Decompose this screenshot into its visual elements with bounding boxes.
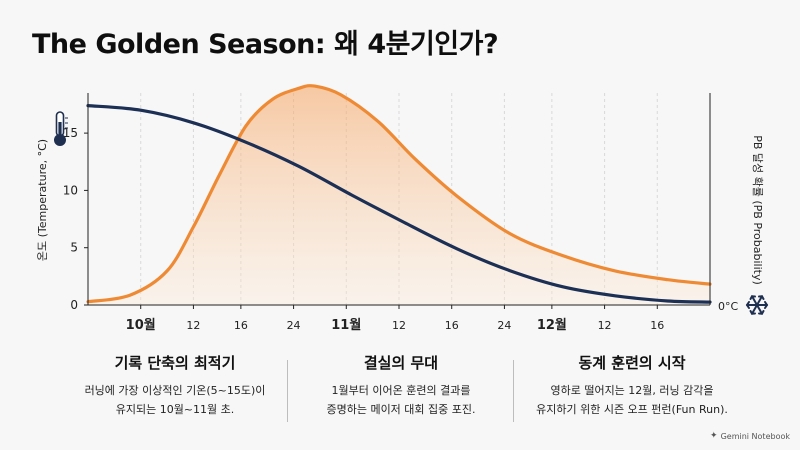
divider	[287, 360, 288, 422]
brand-label: Gemini Notebook	[720, 431, 790, 441]
y-axis-title-right: PB 달성 확률 (PB Probability)	[751, 135, 764, 285]
x-tick-label: 12	[186, 319, 200, 332]
x-tick-label: 12	[392, 319, 406, 332]
series-lines	[86, 84, 712, 304]
x-tick-label: 11월	[331, 317, 361, 333]
y-tick-label: 0	[70, 298, 78, 312]
brand-mark: ✦ Gemini Notebook	[710, 431, 790, 441]
column-winter-training: 동계 훈련의 시작 영하로 떨어지는 12월, 러닝 감각을 유지하기 위한 시…	[517, 352, 747, 419]
axes	[84, 93, 711, 309]
x-tick-label: 12월	[537, 317, 567, 333]
y-tick-label: 5	[70, 241, 78, 255]
x-tick-label: 16	[445, 319, 459, 332]
column-body: 영하로 떨어지는 12월, 러닝 감각을 유지하기 위한 시즌 오프 펀런(Fu…	[536, 384, 728, 416]
y-tick-label: 10	[63, 183, 78, 197]
column-optimal-season: 기록 단축의 최적기 러닝에 가장 이상적인 기온(5~15도)이 유지되는 1…	[60, 352, 290, 419]
divider	[513, 360, 514, 422]
column-main-stage: 결실의 무대 1월부터 이어온 훈련의 결과를 증명하는 메이저 대회 집중 포…	[286, 352, 516, 419]
temperature-line	[86, 104, 712, 304]
column-heading: 기록 단축의 최적기	[114, 354, 236, 372]
pb-probability-line	[86, 84, 712, 304]
zero-celsius-label: 0°C	[718, 300, 738, 313]
x-tick-label: 24	[287, 319, 301, 332]
column-heading: 결실의 무대	[363, 354, 439, 372]
x-tick-label: 10월	[126, 317, 156, 333]
column-body: 러닝에 가장 이상적인 기온(5~15도)이 유지되는 10월~11월 초.	[84, 384, 266, 416]
x-tick-label: 16	[650, 319, 664, 332]
x-tick-label: 24	[497, 319, 511, 332]
gemini-star-icon: ✦	[710, 431, 718, 441]
x-tick-label: 16	[234, 319, 248, 332]
column-body: 1월부터 이어온 훈련의 결과를 증명하는 메이저 대회 집중 포진.	[326, 384, 476, 416]
page-title: The Golden Season: 왜 4분기인가?	[32, 29, 499, 60]
column-heading: 동계 훈련의 시작	[578, 354, 686, 372]
thermometer-icon	[54, 111, 68, 146]
snowflake-icon	[745, 295, 769, 315]
x-tick-label: 12	[598, 319, 612, 332]
tick-labels: 0 5 10 15 10월 12 16 24 11월 12 16 24 12월 12 16 온도 (Tempe…	[36, 126, 764, 333]
y-axis-title-left: 온도 (Temperature, °C)	[36, 139, 49, 261]
y-tick-label: 15	[63, 126, 78, 140]
